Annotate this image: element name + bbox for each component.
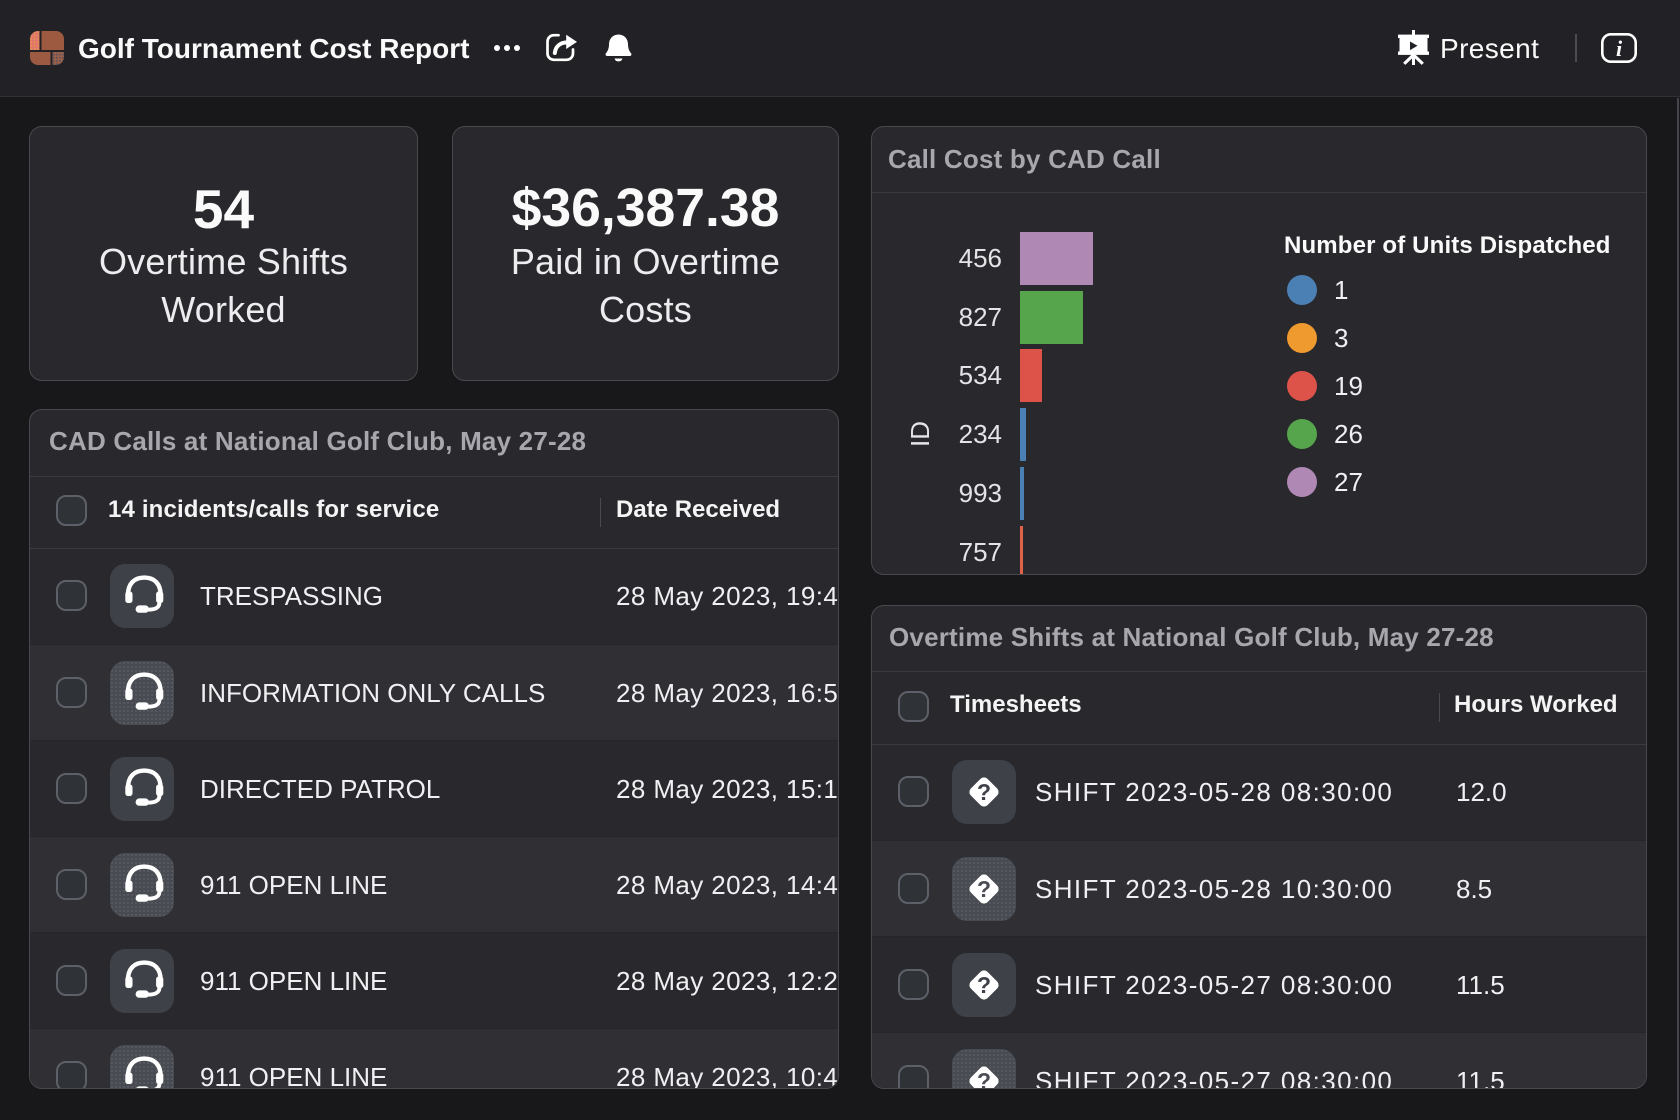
svg-text:?: ? xyxy=(977,876,991,902)
svg-text:?: ? xyxy=(977,972,991,998)
svg-text:i: i xyxy=(1616,36,1623,61)
svg-text:?: ? xyxy=(977,1068,991,1089)
svg-text:?: ? xyxy=(977,779,991,805)
